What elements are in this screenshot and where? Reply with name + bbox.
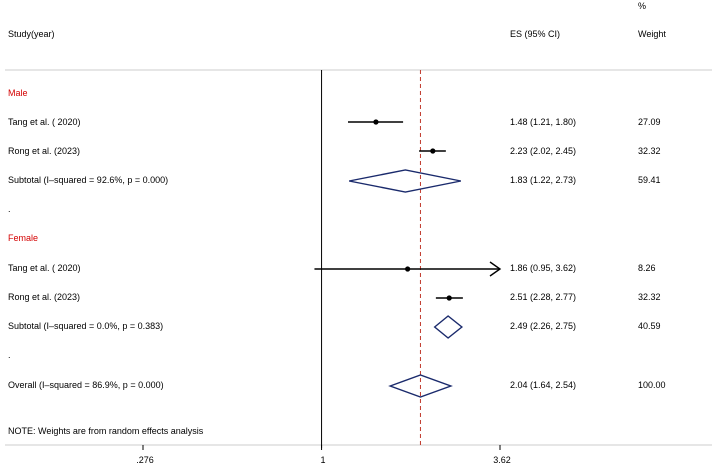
study-label: Tang et al. ( 2020) (8, 117, 81, 127)
study-es-text: 1.48 (1.21, 1.80) (510, 117, 577, 127)
study-weight: 32.32 (638, 146, 661, 156)
subtotal-diamond (349, 169, 461, 193)
ci-arrow (489, 261, 502, 277)
x-tick-label: .276 (136, 455, 154, 465)
overall-diamond (388, 374, 453, 398)
study-es-text: 2.51 (2.28, 2.77) (510, 292, 577, 302)
subtotal-es-text: 1.83 (1.22, 2.73) (510, 175, 577, 185)
study-es-text: 2.23 (2.02, 2.45) (510, 146, 577, 156)
point-estimate (373, 119, 379, 125)
note: NOTE: Weights are from random effects an… (8, 426, 204, 436)
subtotal-weight: 40.59 (638, 321, 661, 331)
header-weight-percent: % (638, 1, 647, 11)
subtotal-es-text: 2.49 (2.26, 2.75) (510, 321, 577, 331)
spacer-dot: . (8, 204, 11, 214)
overall-label: Overall (I–squared = 86.9%, p = 0.000) (8, 380, 164, 390)
study-label: Tang et al. ( 2020) (8, 263, 81, 273)
header-es: ES (95% CI) (510, 29, 561, 39)
subtotal-diamond (433, 315, 463, 339)
study-label: Rong et al. (2023) (8, 292, 81, 302)
header-weight: Weight (638, 29, 666, 39)
overall-weight: 100.00 (638, 380, 666, 390)
subtotal-label: Subtotal (I–squared = 0.0%, p = 0.383) (8, 321, 164, 331)
study-weight: 32.32 (638, 292, 661, 302)
x-tick-label: 1 (320, 455, 326, 465)
spacer-dot: . (8, 350, 11, 360)
point-estimate (405, 266, 411, 272)
study-label: Rong et al. (2023) (8, 146, 81, 156)
x-tick-label: 3.62 (493, 455, 511, 465)
point-estimate (430, 148, 436, 154)
study-es-text: 1.86 (0.95, 3.62) (510, 263, 577, 273)
point-estimate (446, 295, 452, 301)
overall-es-text: 2.04 (1.64, 2.54) (510, 380, 577, 390)
header-study: Study(year) (8, 29, 55, 39)
study-weight: 8.26 (638, 263, 656, 273)
group-label-female: Female (8, 233, 39, 243)
study-weight: 27.09 (638, 117, 661, 127)
subtotal-label: Subtotal (I–squared = 92.6%, p = 0.000) (8, 175, 169, 185)
subtotal-weight: 59.41 (638, 175, 661, 185)
group-label-male: Male (8, 88, 28, 98)
